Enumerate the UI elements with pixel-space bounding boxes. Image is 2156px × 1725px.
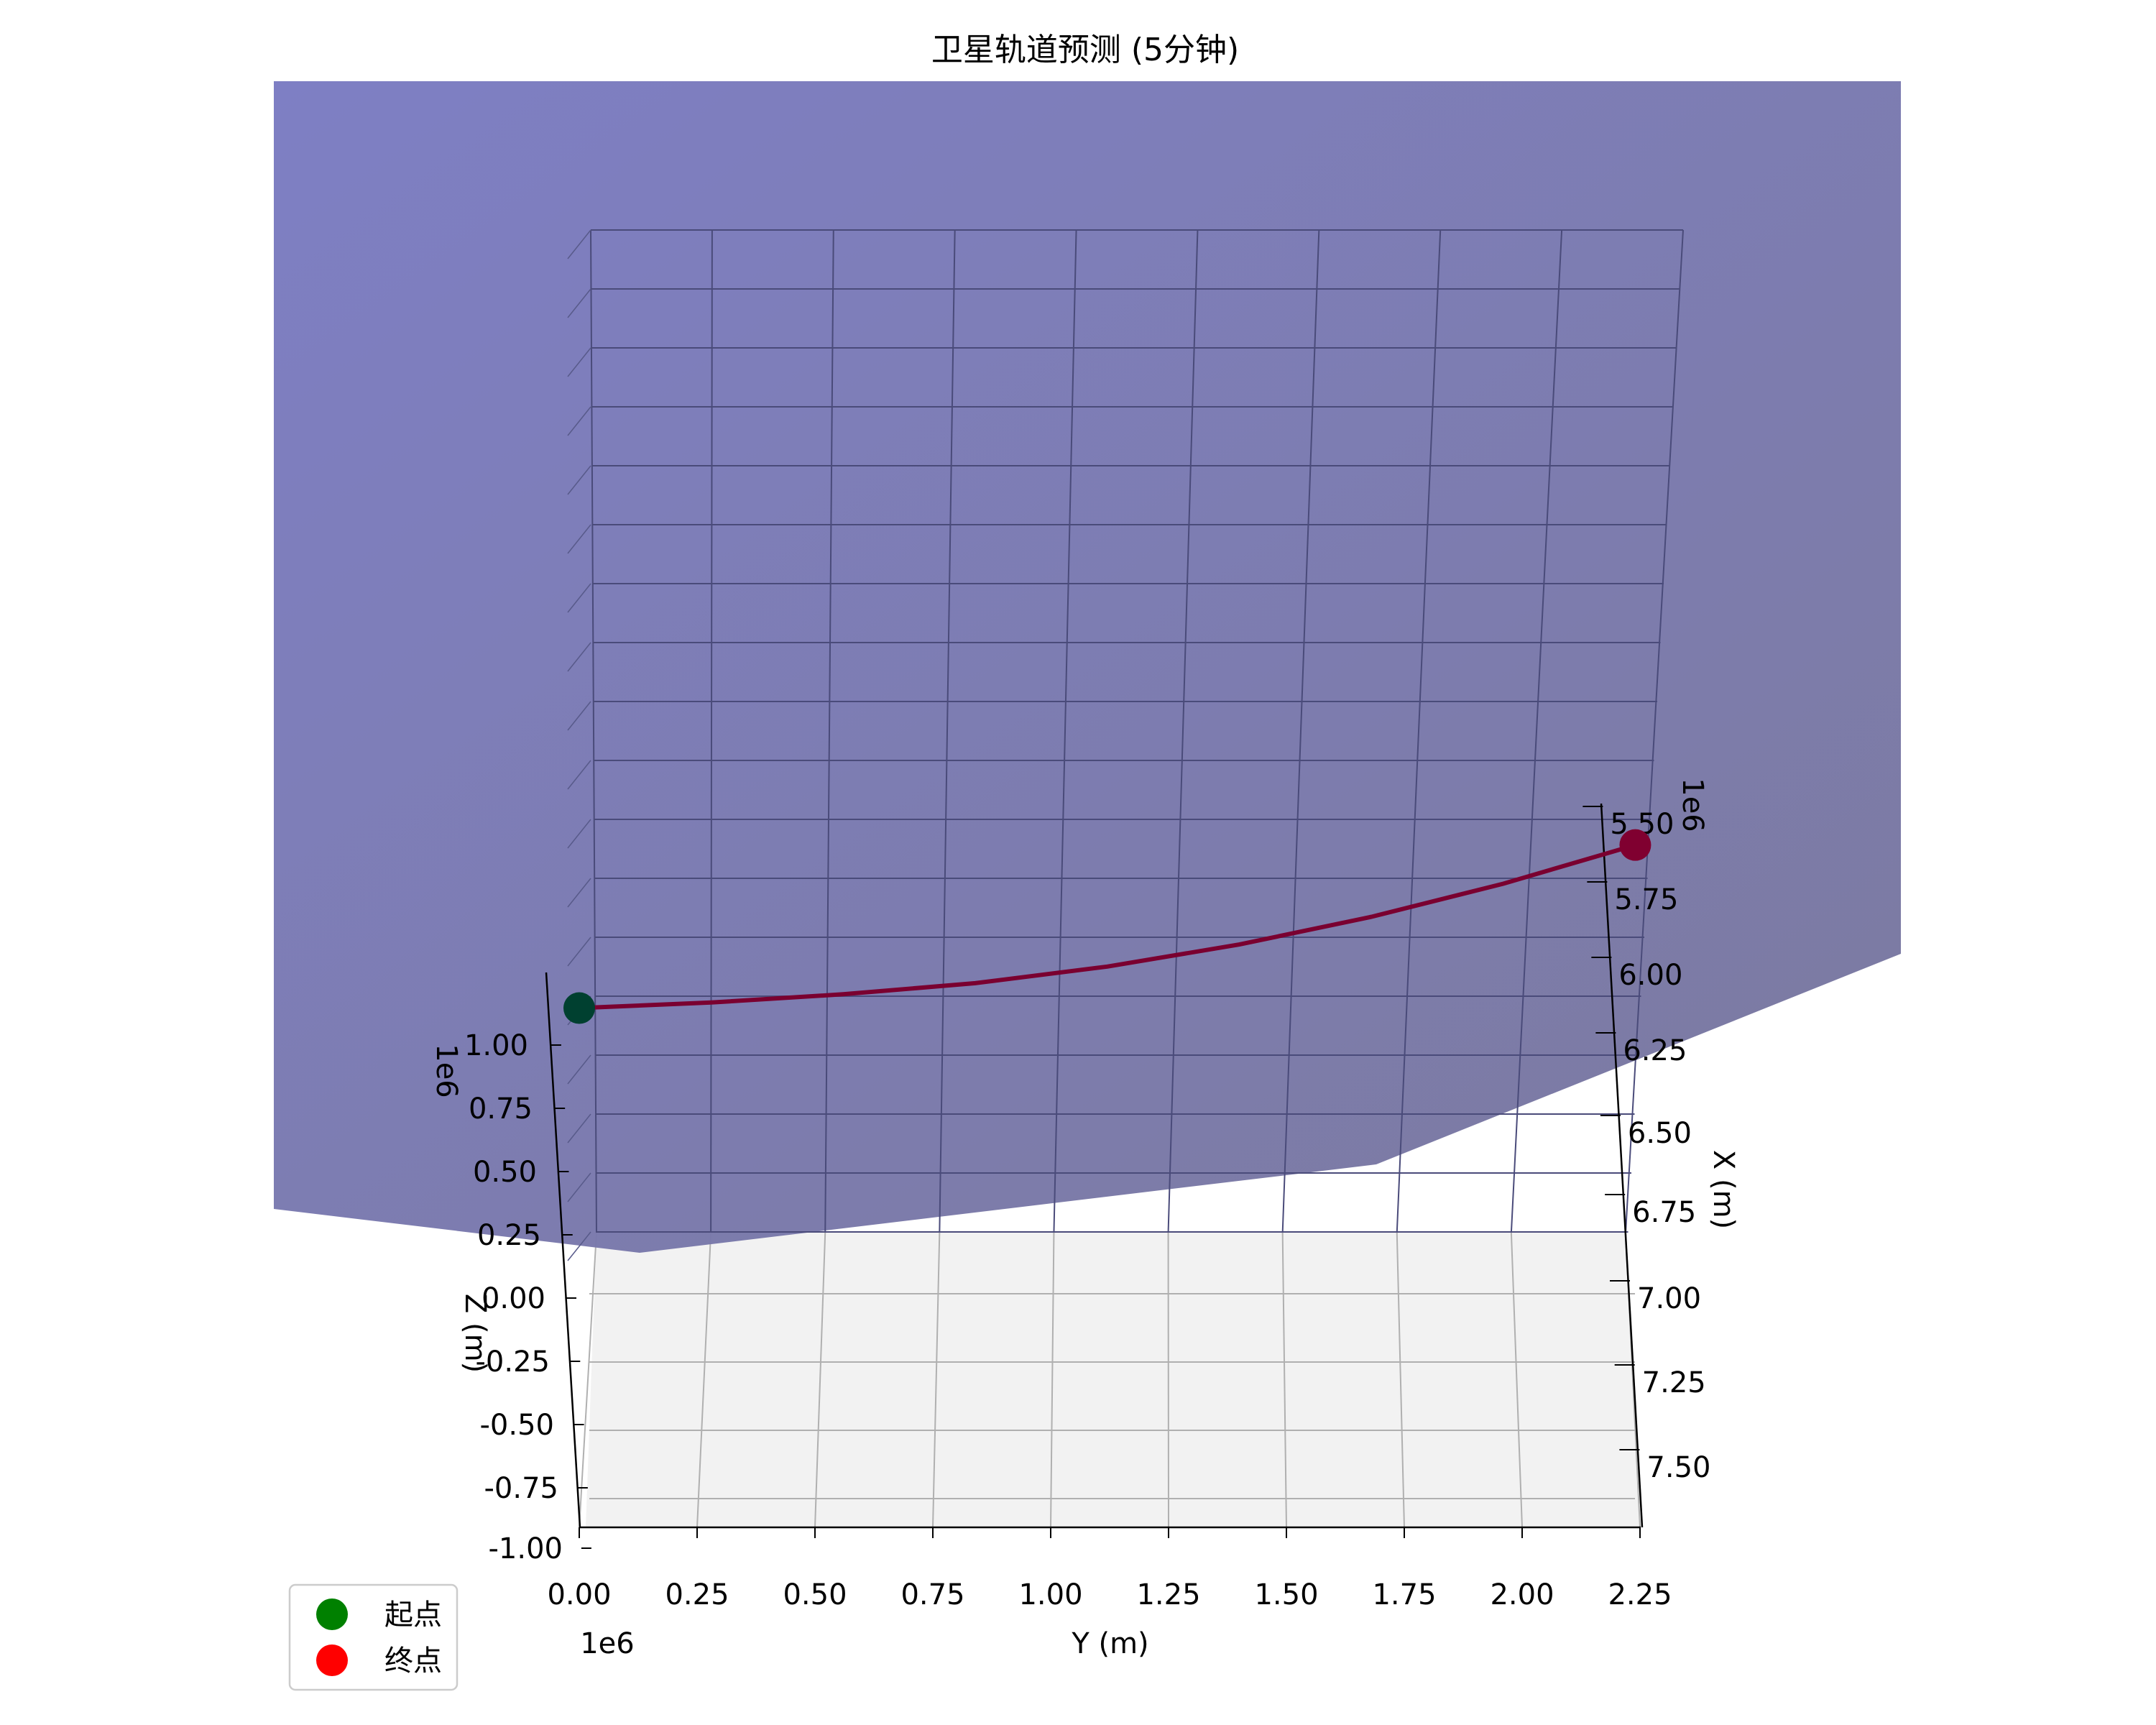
wall-grid-vline [1396,229,1442,1233]
floor-grid-vline [696,1232,712,1528]
side-grid-line [567,288,591,318]
z-offset-label: 1e6 [430,1044,463,1098]
floor-pane [586,1233,1641,1527]
floor-grid-vline [1050,1232,1055,1528]
z-axis-line [545,972,581,1528]
side-grid-line [567,465,591,495]
wall-grid-vline [1510,229,1563,1233]
z-axis-label: Z (m) [459,1294,492,1373]
x-axis-label: X (m) [1707,1150,1740,1229]
x-tick-label: 6.50 [1628,1117,1692,1150]
wall-grid-vline [824,229,834,1233]
side-grid-line [567,819,591,849]
chart-title: 卫星轨道预测 (5分钟) [931,32,1239,68]
side-grid-line [567,406,591,436]
floor-grid-vline [932,1232,941,1528]
y-tick-label: 0.50 [783,1578,847,1611]
x-axis-line [1600,803,1644,1528]
floor-grid-vline [579,1232,597,1528]
y-tick-label: 1.50 [1254,1578,1318,1611]
floor-grid-vline [1510,1232,1523,1528]
wall-grid-vline [1167,229,1199,1233]
wall-grid [590,229,1684,1233]
floor-grid [579,1232,1641,1528]
side-grid-line [567,760,591,790]
wall-grid-vline [590,229,597,1233]
side-grid-line [567,583,591,613]
x-tick-label: 7.25 [1642,1366,1706,1399]
axes [545,803,1644,1529]
side-grid-line [567,1054,591,1085]
y-tick-label: 0.25 [665,1578,729,1611]
y-tick-label: 0.00 [547,1578,611,1611]
y-tick-labels: 0.00 0.25 0.50 0.75 1.00 1.25 1.50 1.75 2.00 2.25 [547,1527,1672,1611]
wall-grid-vline [939,229,956,1233]
x-tick-label: 6.00 [1618,959,1682,992]
z-tick-labels: 1.00 0.75 0.50 0.25 0.00 -0.25 -0.50 -0.75 -1.00 [464,1029,591,1565]
side-grid [567,229,591,1261]
start-point-marker [563,992,595,1024]
x-tick-label: 7.50 [1646,1451,1710,1484]
y-tick-label: 2.00 [1490,1578,1554,1611]
x-offset-label: 1e6 [1676,778,1709,832]
legend-label-end: 终点 [384,1644,442,1678]
legend-label-start: 起点 [384,1598,442,1632]
legend-marker-start [316,1598,348,1630]
legend-marker-end [316,1644,348,1676]
x-tick-label: 6.75 [1632,1196,1696,1229]
y-offset-label: 1e6 [580,1627,635,1660]
side-grid-line [567,937,591,967]
z-tick-label: -0.75 [484,1472,559,1505]
side-grid-line [567,1231,591,1261]
floor-grid-vline [814,1232,826,1528]
z-tick-label: 0.00 [482,1282,545,1315]
z-tick-label: -0.50 [480,1409,555,1442]
y-tick-label: 1.25 [1136,1578,1200,1611]
trajectory-line [579,842,1636,1011]
z-tick-label: 0.50 [473,1156,537,1189]
side-grid-line [567,229,591,259]
floor-grid-vline [1281,1232,1287,1528]
y-axis-label: Y (m) [1071,1627,1148,1660]
side-grid-line [567,701,591,731]
wall-grid-vline [1053,229,1077,1233]
x-tick-labels: 5.505.756.006.256.506.757.007.257.50 [1583,806,1710,1484]
floor-grid-vline [1396,1232,1405,1528]
side-grid-line [567,1113,591,1144]
side-grid-line [567,1172,591,1202]
z-tick-label: 0.25 [477,1219,541,1252]
end-point-marker [1619,829,1651,861]
wall-grid-vline [1281,229,1320,1233]
x-tick-label: 5.75 [1614,883,1678,916]
x-tick-label: 7.00 [1637,1282,1701,1315]
side-grid-line [567,347,591,377]
z-tick-label: 0.75 [469,1092,533,1126]
y-tick-label: 2.25 [1608,1578,1672,1611]
wall-grid-vline [1625,229,1684,1233]
earth-surface [274,81,1901,1253]
y-tick-label: 0.75 [900,1578,964,1611]
side-grid-line [567,642,591,672]
side-grid-line [567,878,591,908]
x-tick-label: 6.25 [1623,1034,1687,1067]
z-tick-label: -0.25 [476,1346,550,1379]
wall-grid-vline [710,229,713,1233]
y-tick-label: 1.00 [1018,1578,1082,1611]
side-grid-line [567,524,591,554]
legend: 起点 终点 [288,1583,459,1691]
y-tick-label: 1.75 [1372,1578,1436,1611]
z-tick-label: 1.00 [464,1029,528,1062]
z-tick-label: -1.00 [489,1532,563,1565]
